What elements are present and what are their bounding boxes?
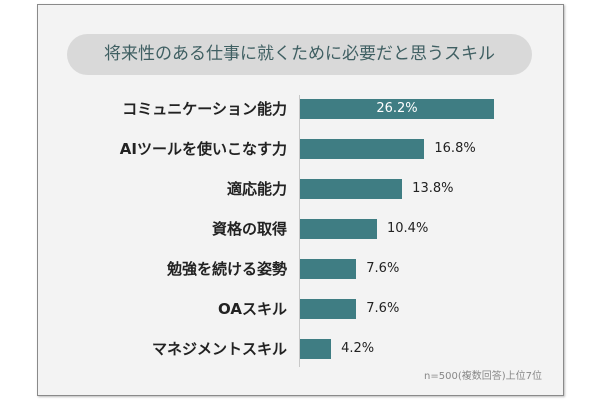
- category-label: 勉強を続ける姿勢: [166, 260, 287, 278]
- value-label: 13.8%: [412, 181, 454, 196]
- value-label: 16.8%: [434, 141, 476, 156]
- bar: [300, 299, 357, 319]
- bar: [300, 179, 403, 199]
- value-label: 4.2%: [341, 341, 375, 356]
- category-label: マネジメントスキル: [151, 340, 287, 358]
- sample-note: n=500(複数回答)上位7位: [424, 371, 542, 382]
- bar: [300, 259, 357, 279]
- category-label: 適応能力: [226, 180, 287, 198]
- category-axis-line: [299, 95, 300, 367]
- value-label: 26.2%: [376, 101, 418, 116]
- bar: [300, 139, 425, 159]
- category-label: AIツールを使いこなす力: [119, 140, 287, 158]
- category-label: OAスキル: [218, 300, 287, 318]
- value-label: 10.4%: [387, 221, 429, 236]
- value-label: 7.6%: [366, 301, 400, 316]
- chart-title: 将来性のある仕事に就くために必要だと思うスキル: [67, 34, 532, 75]
- bar: [300, 339, 332, 359]
- category-label: 資格の取得: [211, 220, 287, 238]
- value-label: 7.6%: [366, 261, 400, 276]
- bar: [300, 219, 377, 239]
- bar: [300, 99, 494, 119]
- category-label: コミュニケーション能力: [122, 100, 287, 118]
